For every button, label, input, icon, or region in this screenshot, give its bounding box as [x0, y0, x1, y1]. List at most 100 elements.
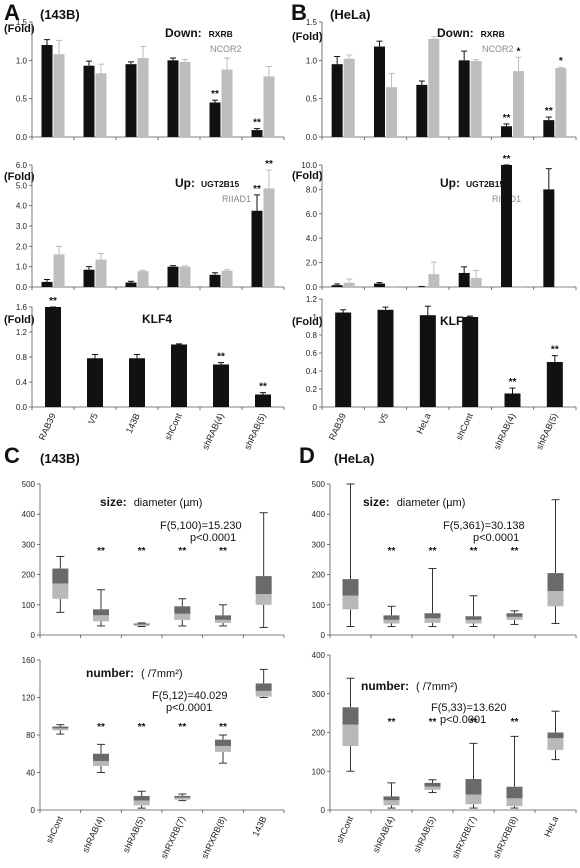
- b-up-y-tick-label: 6.0: [306, 210, 318, 219]
- d-number-box-lower: [465, 794, 482, 805]
- b-up-bar: [428, 274, 440, 287]
- b-up-bar: [543, 189, 555, 287]
- d-number-p: p<0.0001: [440, 714, 486, 726]
- b-klf4-y-tick-label: 0.2: [306, 385, 318, 394]
- d-size-title: size: diameter (µm): [363, 493, 465, 510]
- c-number-category-label: shCont: [44, 814, 65, 845]
- d-size-box-upper: [342, 579, 359, 596]
- b-klf4-significance-mark: **: [551, 345, 559, 356]
- d-number-box-upper: [342, 707, 359, 725]
- d-number-y-tick-label: 300: [312, 690, 326, 699]
- d-size-significance-mark: **: [511, 546, 519, 557]
- c-size-box-upper: [93, 609, 109, 616]
- a-up-bar: [221, 270, 233, 287]
- cell-line-b: (HeLa): [330, 7, 370, 22]
- d-number-box-lower: [506, 798, 523, 807]
- a-klf4-bar: [171, 344, 187, 407]
- b-up-bar: [458, 272, 470, 287]
- a-up-bar: [179, 266, 191, 287]
- c-number-significance-mark: **: [219, 722, 227, 733]
- d-number-title: number: ( /7mm²): [361, 677, 458, 694]
- c-number-box-upper: [52, 726, 69, 729]
- d-size-y-tick-label: 400: [312, 510, 326, 519]
- c-number-box-upper: [215, 739, 231, 747]
- b-down-bar: [555, 68, 567, 137]
- b-klf4-bar: [462, 317, 479, 407]
- c-number-y-tick-label: 120: [22, 694, 36, 703]
- a-klf4-category-label: shRAB(4): [200, 412, 226, 452]
- c-number-box-lower: [93, 761, 109, 766]
- c-size-significance-mark: **: [97, 546, 105, 557]
- d-size-box-lower: [465, 619, 482, 624]
- a-down-significance-mark: **: [253, 118, 261, 129]
- b-down-y-tick-label: 1.5: [306, 18, 318, 27]
- c-size-box-lower: [174, 613, 191, 620]
- b-klf4-category-label: shRAB(5): [534, 412, 560, 452]
- a-down-bar: [53, 54, 65, 138]
- c-size-y-tick-label: 100: [22, 601, 36, 610]
- a-klf4-significance-mark: **: [217, 352, 225, 363]
- d-size-box-lower: [506, 616, 523, 620]
- d-number-box-lower: [547, 738, 564, 750]
- a-down-bar: [179, 61, 191, 137]
- d-size-y-tick-label: 100: [312, 601, 326, 610]
- a-up-gene2: RIIAD1: [222, 194, 251, 204]
- a-up-bar: [53, 254, 65, 287]
- d-size-box-lower: [342, 595, 359, 610]
- cell-line-c: (143B): [40, 451, 80, 466]
- b-down-significance-mark: **: [545, 106, 553, 117]
- c-size-y-tick-label: 500: [22, 480, 36, 489]
- a-up-significance-mark: **: [265, 159, 273, 170]
- d-number-category-label: shRXRB(8): [491, 815, 519, 860]
- a-up-bar: [125, 282, 137, 287]
- d-size-y-tick-label: 0: [321, 631, 326, 640]
- d-number-category-label: shRXRB(7): [450, 815, 478, 860]
- a-down-gene2: NCOR2: [210, 44, 242, 54]
- c-number-box-upper: [93, 753, 109, 762]
- d-number-category-label: HeLa: [542, 815, 560, 839]
- c-number-box-upper: [133, 795, 150, 801]
- a-klf4-bar: [45, 307, 61, 407]
- c-size-y-tick-label: 400: [22, 510, 36, 519]
- d-size-y-tick-label: 300: [312, 540, 326, 549]
- d-number-box-upper: [383, 796, 400, 801]
- d-number-y-tick-label: 400: [312, 651, 326, 660]
- b-klf4-bar: [504, 393, 521, 407]
- a-klf4-bar: [255, 394, 271, 407]
- fold-label-b-klf4: (Fold): [292, 316, 323, 328]
- a-klf4-bar: [129, 358, 145, 407]
- d-number-f: F(5,33)=13.620: [431, 702, 507, 714]
- fold-label-a-klf4: (Fold): [4, 314, 35, 326]
- c-size-f: F(5,100)=15.230: [160, 520, 242, 532]
- c-size-box-upper: [215, 615, 231, 620]
- d-size-box-upper: [547, 573, 564, 592]
- b-down-y-tick-label: 0.5: [306, 95, 318, 104]
- d-size-box-upper: [506, 613, 523, 617]
- panel-label-b: B: [291, 0, 307, 25]
- c-number-box-lower: [52, 728, 69, 731]
- a-up-y-tick-label: 5.0: [16, 181, 28, 190]
- b-klf4-significance-mark: **: [509, 377, 517, 388]
- a-down-bar: [209, 102, 221, 137]
- a-up-bar: [95, 259, 107, 287]
- c-number-title: number: ( /7mm²): [86, 664, 183, 681]
- d-number-box-lower: [342, 724, 359, 747]
- a-down-bar: [263, 76, 275, 137]
- b-up-significance-mark: **: [503, 154, 511, 165]
- d-number-category-label: shRAB(5): [412, 815, 438, 855]
- b-up-y-tick-label: 0.0: [306, 283, 318, 292]
- d-size-significance-mark: **: [388, 546, 396, 557]
- a-up-y-tick-label: 1.0: [16, 263, 28, 272]
- b-klf4-y-tick-label: 1: [313, 313, 318, 322]
- b-klf4-category-label: shCont: [454, 411, 475, 442]
- d-number-category-label: shRAB(4): [371, 815, 397, 855]
- b-up-bar: [343, 282, 355, 287]
- c-number-box-lower: [174, 797, 191, 800]
- c-size-box-lower: [52, 583, 69, 599]
- c-number-box-upper: [174, 795, 191, 798]
- a-klf4-category-label: RAB39: [37, 412, 58, 442]
- b-up-y-tick-label: 2.0: [306, 259, 318, 268]
- d-size-box-lower: [547, 591, 564, 607]
- b-down-bar: [428, 38, 440, 137]
- panel-label-d: D: [299, 443, 315, 468]
